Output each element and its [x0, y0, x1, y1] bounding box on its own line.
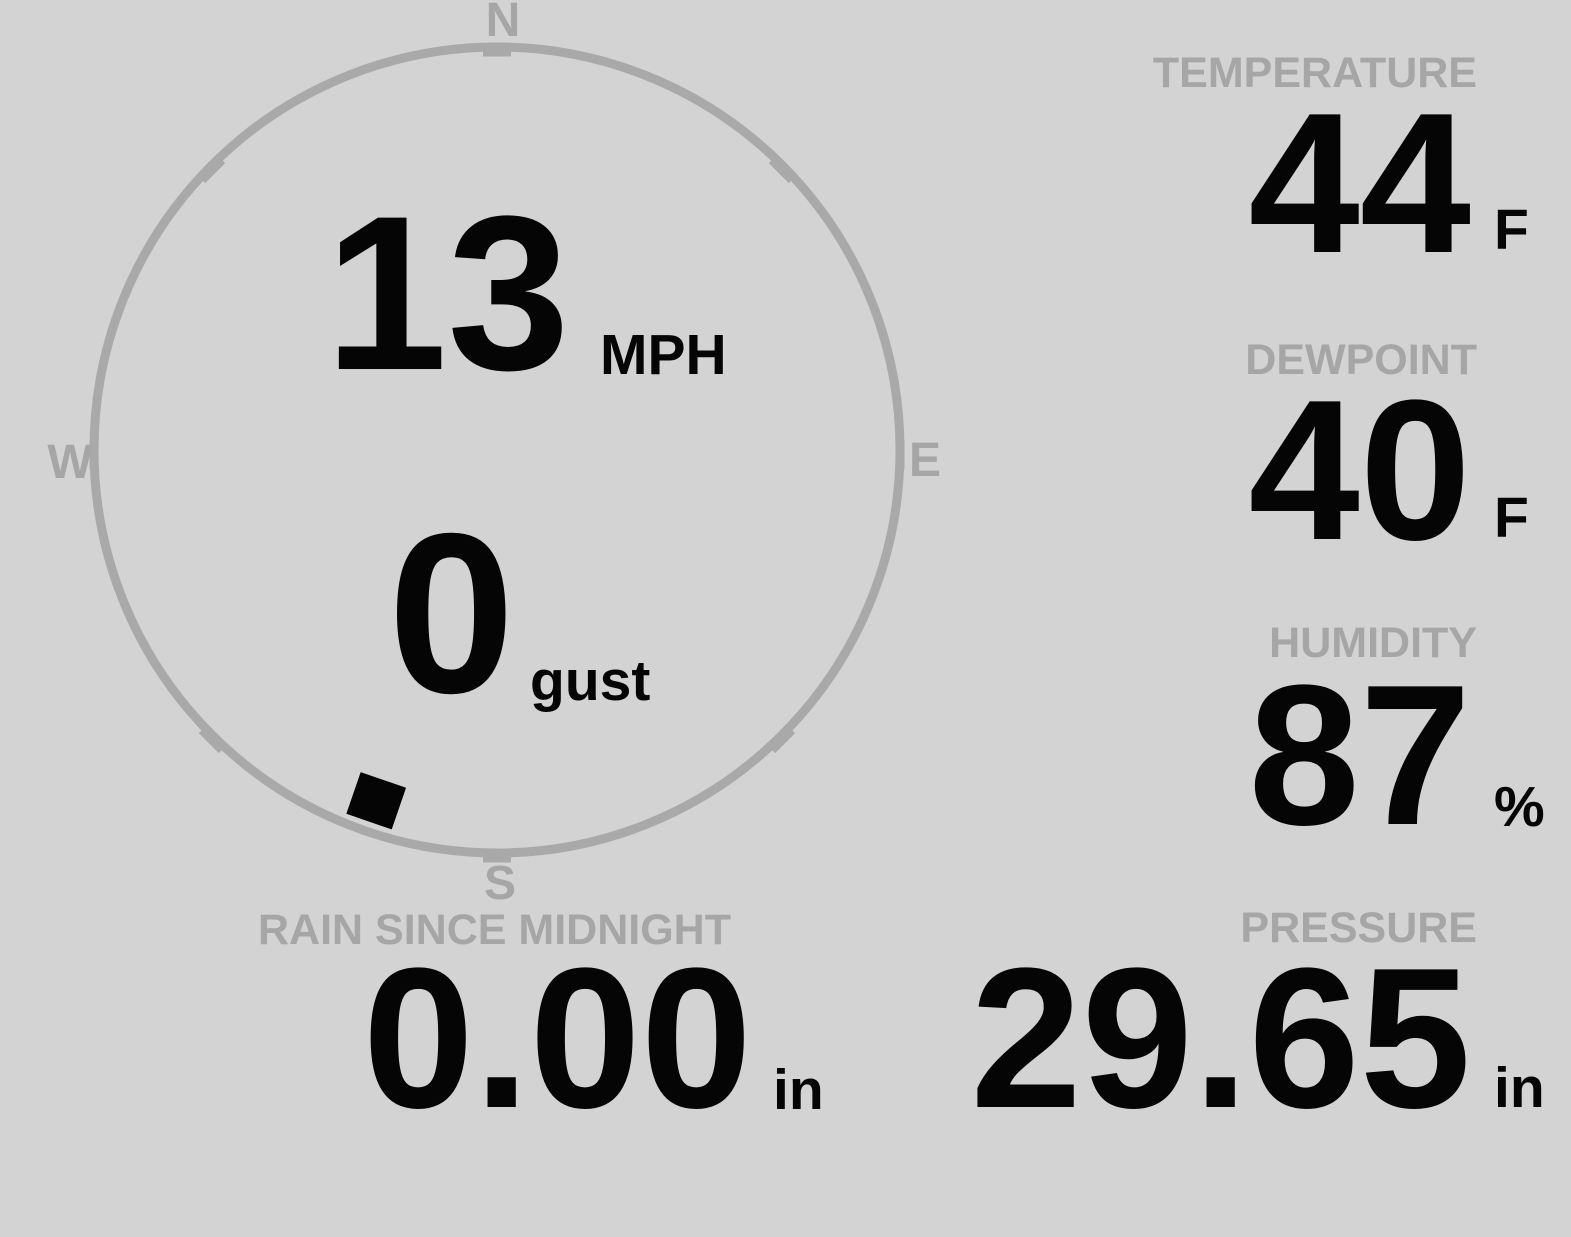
pressure-value: 29.65	[970, 927, 1472, 1150]
wind-gust-value: 0	[388, 487, 515, 741]
dewpoint-unit: F	[1494, 486, 1529, 550]
temperature-label: TEMPERATURE	[1152, 49, 1477, 97]
wind-gust-unit: gust	[530, 649, 651, 713]
temperature-unit: F	[1494, 198, 1529, 262]
temperature-value: 44	[1248, 72, 1471, 295]
dewpoint-value: 40	[1248, 359, 1471, 582]
wind-direction-marker	[346, 772, 407, 830]
humidity-unit: %	[1494, 775, 1545, 839]
wind-speed-unit: MPH	[600, 323, 727, 387]
pressure-unit: in	[1494, 1056, 1545, 1120]
rain-since-midnight-unit: in	[773, 1058, 824, 1122]
rain-since-midnight-label: RAIN SINCE MIDNIGHT	[258, 906, 731, 954]
compass-south-label: S	[483, 857, 516, 910]
compass-west-label: W	[47, 436, 93, 489]
rain-since-midnight-value: 0.00	[362, 927, 752, 1150]
compass-east-label: E	[908, 434, 941, 487]
humidity-label: HUMIDITY	[1269, 619, 1477, 667]
dewpoint-label: DEWPOINT	[1245, 336, 1477, 384]
compass-north-label: N	[485, 0, 521, 47]
pressure-label: PRESSURE	[1240, 904, 1477, 952]
humidity-value: 87	[1248, 644, 1471, 867]
wind-speed-value: 13	[325, 170, 570, 416]
